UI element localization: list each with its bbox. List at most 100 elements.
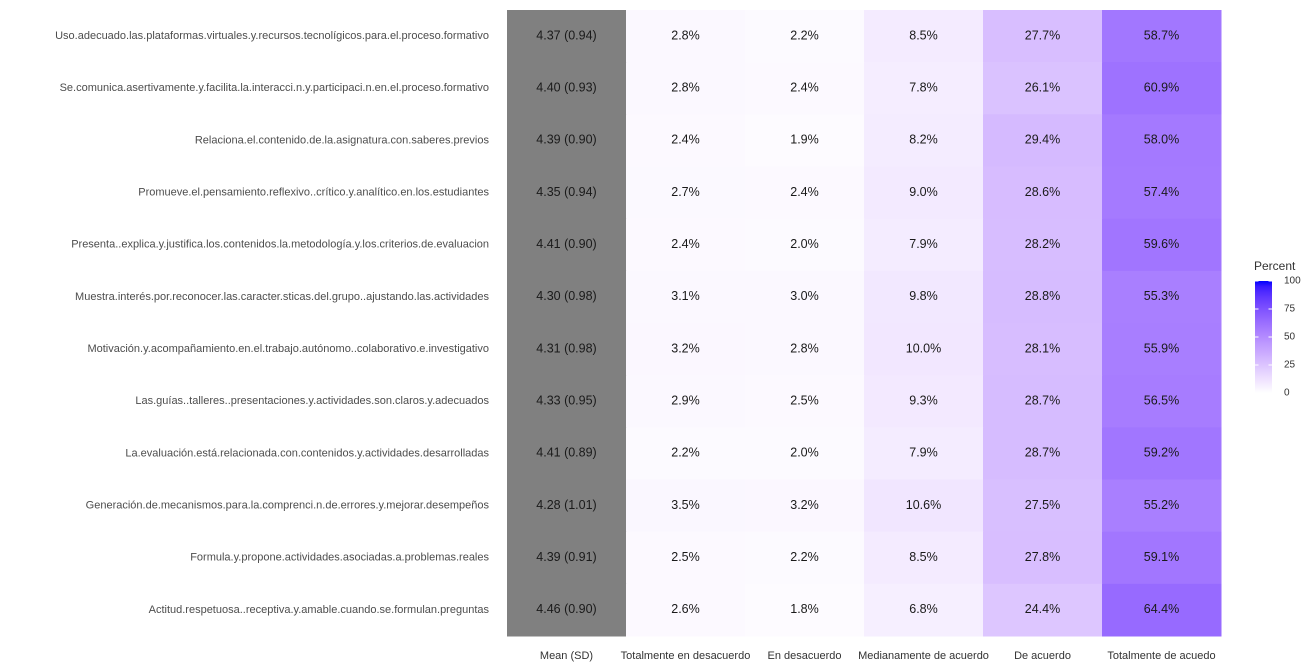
- cell-label: 59.1%: [1144, 550, 1179, 564]
- cell-label: 28.1%: [1025, 341, 1060, 355]
- cell-label: 59.2%: [1144, 446, 1179, 460]
- cell-label: 27.5%: [1025, 498, 1060, 512]
- heat-cell: [626, 166, 746, 220]
- heat-cell: [1102, 427, 1222, 480]
- heat-cell: [864, 583, 984, 637]
- cell-label: 2.2%: [790, 28, 819, 42]
- heat-cell: [626, 479, 746, 533]
- heat-cell: [864, 114, 984, 167]
- cell-label: 10.6%: [906, 498, 941, 512]
- mean-label: 4.41 (0.89): [536, 446, 596, 460]
- heat-cell: [864, 166, 984, 220]
- column-label: Medianamente de acuerdo: [858, 650, 989, 662]
- colorbar: [1255, 281, 1272, 393]
- row-label: Presenta..explica.y.justifica.los.conten…: [71, 239, 489, 251]
- cell-label: 55.9%: [1144, 341, 1179, 355]
- heat-cell: [864, 323, 984, 376]
- heat-cell: [745, 114, 865, 167]
- heat-cell: [745, 218, 865, 272]
- heat-cell: [745, 531, 865, 585]
- cell-label: 58.0%: [1144, 133, 1179, 147]
- row-label: Formula.y.propone.actividades.asociadas.…: [190, 552, 489, 564]
- heat-cell: [983, 10, 1103, 63]
- cell-label: 28.8%: [1025, 289, 1060, 303]
- cell-label: 9.0%: [909, 185, 938, 199]
- heat-cell: [1102, 375, 1222, 428]
- cell-label: 2.4%: [790, 185, 819, 199]
- cell-label: 2.4%: [790, 81, 819, 95]
- colorbar-tick-label: 100: [1284, 276, 1301, 287]
- heat-cell: [745, 166, 865, 220]
- cell-label: 24.4%: [1025, 602, 1060, 616]
- heat-cell: [1102, 166, 1222, 220]
- heat-cell: [745, 323, 865, 376]
- mean-label: 4.39 (0.91): [536, 550, 596, 564]
- mean-cell: [507, 427, 627, 480]
- cell-label: 9.8%: [909, 289, 938, 303]
- cell-label: 2.4%: [671, 133, 700, 147]
- heat-cell: [745, 583, 865, 637]
- cell-label: 3.5%: [671, 498, 700, 512]
- heat-cell: [864, 427, 984, 480]
- heat-cell: [1102, 479, 1222, 533]
- cell-label: 59.6%: [1144, 237, 1179, 251]
- mean-label: 4.37 (0.94): [536, 28, 596, 42]
- column-label: En desacuerdo: [768, 650, 842, 662]
- row-label: Actitud.respetuosa..receptiva.y.amable.c…: [149, 604, 490, 616]
- column-label: De acuerdo: [1014, 650, 1071, 662]
- heat-cell: [983, 323, 1103, 376]
- cell-label: 6.8%: [909, 602, 938, 616]
- mean-cell: [507, 375, 627, 428]
- row-label: La.evaluación.está.relacionada.con.conte…: [125, 447, 489, 459]
- mean-label: 4.46 (0.90): [536, 602, 596, 616]
- cell-label: 2.4%: [671, 237, 700, 251]
- mean-cell: [507, 166, 627, 220]
- cell-label: 55.2%: [1144, 498, 1179, 512]
- mean-cell: [507, 218, 627, 272]
- colorbar-tick-label: 25: [1284, 360, 1296, 371]
- cell-label: 60.9%: [1144, 81, 1179, 95]
- heat-cell: [626, 270, 746, 324]
- row-label: Generación.de.mecanismos.para.la.compren…: [86, 499, 490, 511]
- heat-cell: [983, 166, 1103, 220]
- colorbar-title: Percent: [1254, 259, 1296, 273]
- heat-cell: [1102, 10, 1222, 63]
- cell-label: 2.0%: [790, 446, 819, 460]
- heat-cell: [626, 427, 746, 480]
- heat-cell: [745, 427, 865, 480]
- cell-label: 7.9%: [909, 446, 938, 460]
- heat-cell: [983, 427, 1103, 480]
- cell-label: 9.3%: [909, 394, 938, 408]
- cell-label: 2.8%: [671, 28, 700, 42]
- cell-label: 8.5%: [909, 28, 938, 42]
- heat-cell: [983, 218, 1103, 272]
- cell-label: 2.5%: [671, 550, 700, 564]
- cell-label: 64.4%: [1144, 602, 1179, 616]
- mean-cell: [507, 114, 627, 167]
- cell-label: 8.5%: [909, 550, 938, 564]
- heat-cell: [745, 375, 865, 428]
- heat-cell: [983, 114, 1103, 167]
- row-label: Las.guías..talleres..presentaciones.y.ac…: [135, 395, 489, 407]
- heat-cell: [864, 62, 984, 115]
- cell-label: 27.7%: [1025, 28, 1060, 42]
- heat-cell: [745, 62, 865, 115]
- row-label: Motivación.y.acompañamiento.en.el.trabaj…: [87, 343, 489, 355]
- cell-label: 8.2%: [909, 133, 938, 147]
- heat-cell: [626, 375, 746, 428]
- mean-label: 4.30 (0.98): [536, 289, 596, 303]
- mean-label: 4.33 (0.95): [536, 394, 596, 408]
- cell-label: 2.9%: [671, 394, 700, 408]
- cell-label: 28.2%: [1025, 237, 1060, 251]
- heat-cell: [983, 531, 1103, 585]
- cell-label: 2.2%: [790, 550, 819, 564]
- mean-cell: [507, 479, 627, 533]
- cell-label: 28.7%: [1025, 394, 1060, 408]
- cell-label: 58.7%: [1144, 28, 1179, 42]
- heat-cell: [626, 114, 746, 167]
- heat-cell: [983, 583, 1103, 637]
- cell-label: 1.8%: [790, 602, 819, 616]
- row-label: Promueve.el.pensamiento.reflexivo..críti…: [138, 186, 489, 198]
- mean-cell: [507, 62, 627, 115]
